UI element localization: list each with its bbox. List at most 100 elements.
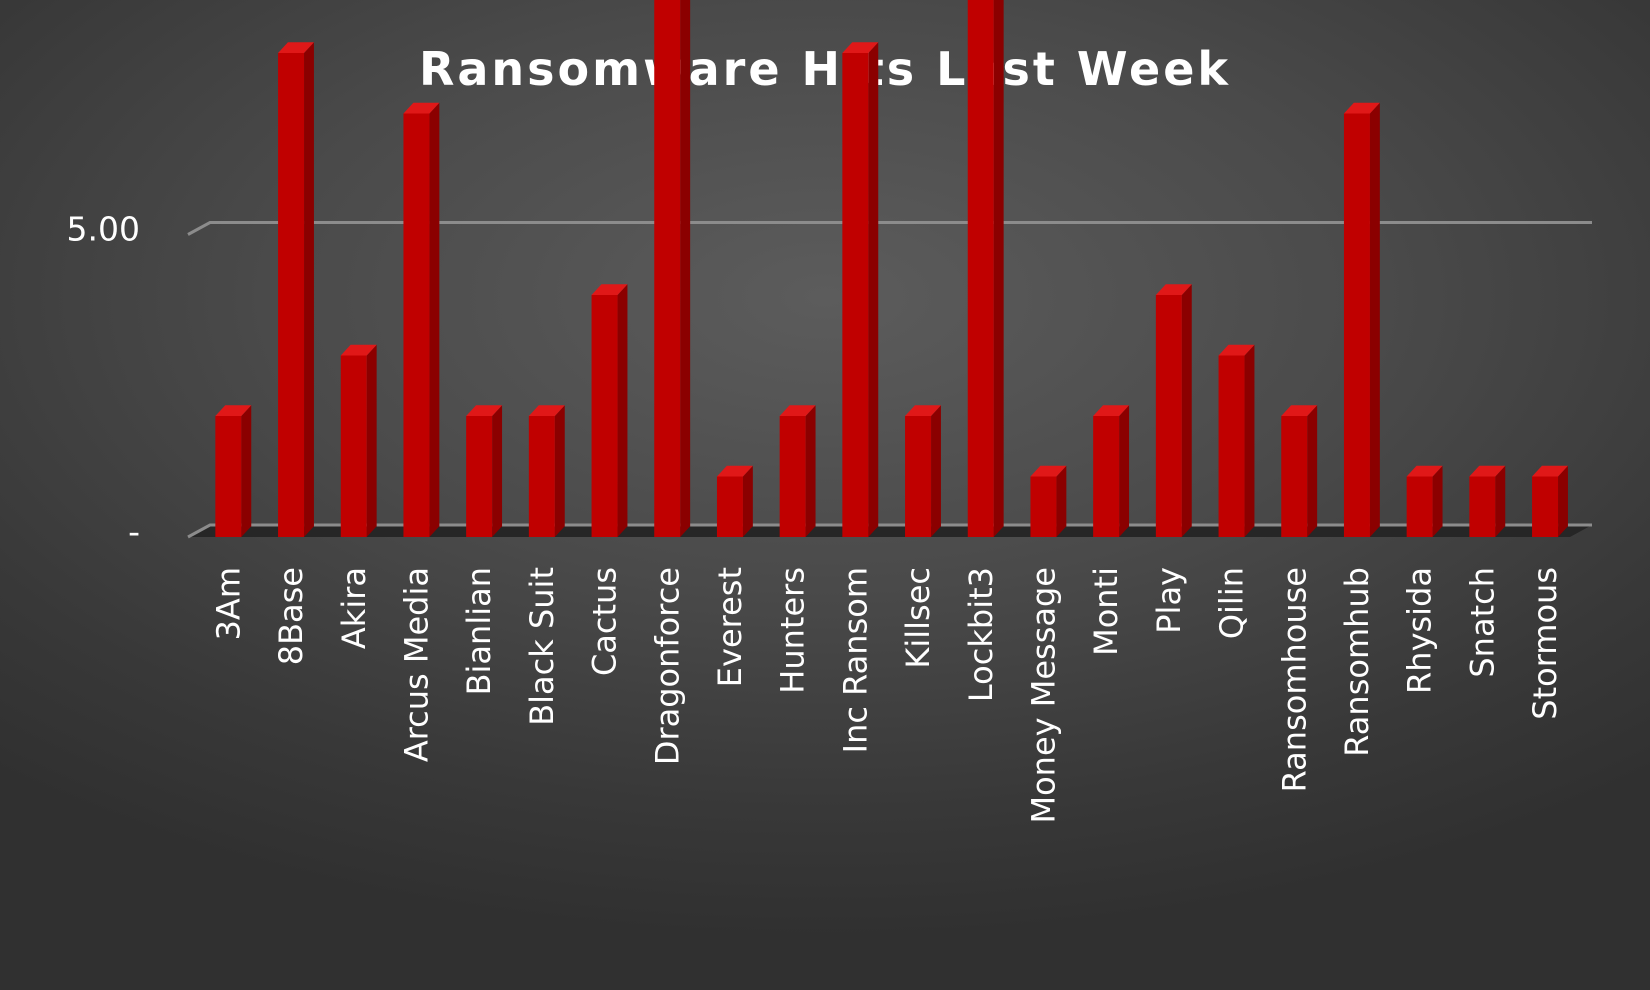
bars	[215, 0, 1568, 537]
bar	[1030, 465, 1067, 537]
bar	[967, 0, 1004, 537]
y-tick-label: 5.00	[67, 210, 140, 249]
bar	[403, 102, 440, 537]
bar-side-face	[241, 405, 252, 537]
bar-front-face	[1281, 416, 1308, 537]
bar-side-face	[554, 405, 565, 537]
bar	[340, 344, 377, 537]
x-axis-labels: 3Am 8Base Akira Arcus Media Bianlian Black Su…	[209, 567, 1564, 824]
chart-floor	[188, 525, 1592, 537]
bar-top-face	[528, 405, 565, 416]
bar-front-face	[654, 0, 681, 537]
bar	[528, 405, 565, 537]
bar-front-face	[779, 416, 806, 537]
bar	[1218, 344, 1255, 537]
bar-front-face	[215, 416, 242, 537]
bar-front-face	[1343, 113, 1370, 537]
x-tick-label: Everest	[711, 567, 749, 687]
bar-top-face	[591, 284, 628, 295]
bar	[905, 405, 941, 537]
bar-side-face	[1119, 405, 1130, 537]
bar-front-face	[842, 53, 869, 537]
bar-front-face	[1218, 355, 1245, 537]
x-tick-label: Killsec	[899, 567, 937, 669]
bar-top-face	[466, 405, 503, 416]
x-tick-label: Akira	[335, 567, 373, 649]
bar-top-face	[779, 405, 816, 416]
x-tick-label: Rhysida	[1401, 567, 1439, 694]
bar-side-face	[680, 0, 691, 537]
bar-top-face	[403, 102, 440, 114]
bar-front-face	[466, 416, 493, 537]
bar	[1155, 284, 1192, 537]
gridline	[187, 523, 1592, 539]
bar	[716, 465, 753, 537]
bar-top-face	[215, 405, 252, 416]
bar-top-face	[842, 42, 879, 53]
bar-side-face	[366, 344, 377, 537]
x-tick-label: Lockbit3	[962, 567, 1000, 702]
bar-front-face	[591, 295, 618, 537]
x-tick-label: Cactus	[586, 567, 624, 676]
bar-front-face	[967, 0, 994, 537]
bar-side-face	[1244, 344, 1255, 537]
bar-top-face	[278, 42, 314, 53]
chart-title: Ransomware Hits Last Week	[419, 42, 1231, 96]
x-tick-label: Ransomhub	[1338, 567, 1376, 757]
x-tick-label: Inc Ransom	[836, 567, 874, 753]
bar-front-face	[1406, 476, 1433, 537]
bar	[842, 42, 879, 537]
bar-front-face	[1030, 476, 1057, 537]
y-tick-label: -	[128, 512, 140, 551]
x-tick-label: Monti	[1087, 567, 1125, 656]
bar-side-face	[1495, 465, 1506, 537]
x-tick-label: Snatch	[1463, 567, 1501, 678]
bar-front-face	[716, 476, 743, 537]
x-tick-label: Dragonforce	[648, 567, 686, 765]
bar-top-face	[1532, 465, 1568, 477]
x-tick-label: 3Am	[209, 567, 247, 640]
bar	[466, 405, 503, 537]
bar-side-face	[1181, 284, 1192, 537]
bar	[1469, 465, 1506, 537]
bar-front-face	[278, 53, 305, 537]
bar	[591, 284, 628, 537]
bar-top-face	[905, 405, 941, 416]
x-tick-label: Arcus Media	[397, 567, 435, 762]
bar-side-face	[868, 42, 879, 537]
bar-top-face	[1093, 405, 1130, 416]
bar	[1281, 405, 1318, 537]
gridline	[187, 221, 1592, 236]
bar-top-face	[340, 344, 377, 356]
bar	[654, 0, 691, 537]
gridlines	[187, 221, 1592, 539]
bar	[779, 405, 816, 537]
x-tick-label: Hunters	[774, 567, 812, 694]
bar-top-face	[1281, 405, 1318, 416]
bar	[1532, 465, 1568, 537]
bar	[215, 405, 252, 537]
x-tick-label: Qilin	[1213, 567, 1251, 639]
bar	[1406, 465, 1443, 537]
x-tick-label: Black Suit	[523, 567, 561, 726]
bar-side-face	[1307, 405, 1318, 537]
x-tick-label: Play	[1150, 567, 1188, 634]
bar-side-face	[1432, 465, 1443, 537]
bar-front-face	[1155, 295, 1182, 537]
bar-top-face	[1469, 465, 1506, 477]
bar-front-face	[403, 113, 430, 537]
bar	[278, 42, 314, 537]
x-tick-label: Money Message	[1024, 567, 1062, 824]
bar-side-face	[1558, 465, 1568, 537]
floor-plane	[188, 525, 1592, 537]
x-tick-label: Bianlian	[460, 567, 498, 695]
bar-top-face	[716, 465, 753, 477]
bar-side-face	[617, 284, 628, 537]
bar-front-face	[1532, 476, 1559, 537]
x-tick-label: Ransomhouse	[1275, 567, 1313, 792]
x-tick-label: 8Base	[272, 567, 310, 665]
bar-side-face	[805, 405, 816, 537]
bar-top-face	[1218, 344, 1255, 356]
bar-side-face	[993, 0, 1004, 537]
bar-front-face	[528, 416, 555, 537]
